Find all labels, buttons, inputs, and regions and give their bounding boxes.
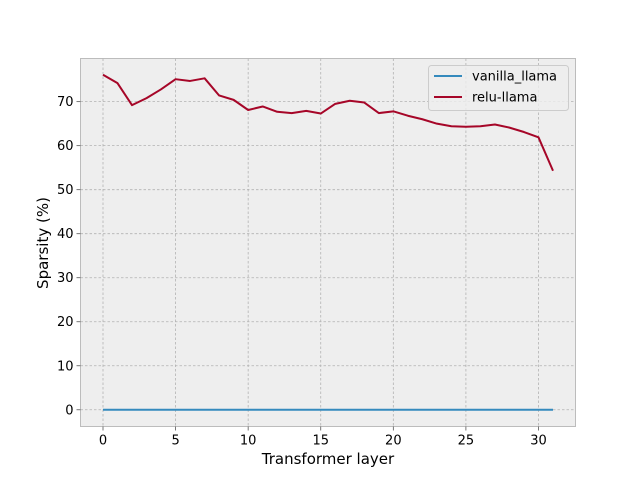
x-tick-label: 25	[458, 434, 475, 449]
y-axis-label: Sparsity (%)	[34, 197, 52, 289]
y-axis: 0 10 20 30 40 50 60 70	[57, 95, 81, 418]
x-tick-label: 30	[530, 434, 547, 449]
x-tick-label: 20	[385, 434, 402, 449]
x-tick-label: 0	[99, 434, 107, 449]
x-tick-label: 5	[171, 434, 179, 449]
x-tick-label: 15	[312, 434, 329, 449]
series-lines	[102, 73, 554, 411]
y-tick-label: 50	[57, 183, 74, 198]
y-tick-label: 0	[65, 403, 73, 418]
legend-label-vanilla-llama: vanilla_llama	[472, 70, 557, 85]
grid	[80, 58, 576, 427]
legend-box	[428, 65, 569, 111]
legend-label-relu-llama: relu-llama	[472, 91, 537, 106]
x-axis: 0 5 10 15 20 25 30	[99, 426, 547, 449]
y-tick-label: 40	[57, 227, 74, 242]
y-tick-label: 60	[57, 139, 74, 154]
series-line-relu-llama	[102, 73, 554, 172]
y-tick-label: 10	[57, 359, 74, 374]
legend: vanilla_llama relu-llama	[428, 65, 569, 111]
y-tick-label: 20	[57, 315, 74, 330]
x-axis-label: Transformer layer	[261, 450, 395, 468]
y-tick-label: 30	[57, 271, 74, 286]
x-tick-label: 10	[240, 434, 257, 449]
y-tick-label: 70	[57, 95, 74, 110]
plot-background	[80, 58, 576, 427]
